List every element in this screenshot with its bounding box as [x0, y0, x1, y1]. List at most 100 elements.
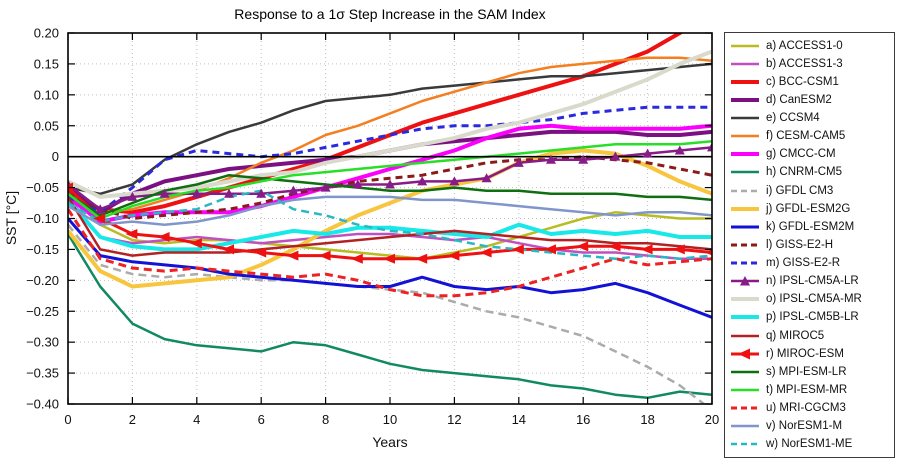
legend-entry-v: v) NorESM1-M: [728, 418, 891, 435]
triangle-up-marker: [288, 185, 299, 195]
triangle-left-marker: [93, 213, 106, 224]
legend-label: p) IPSL-CM5B-LR: [766, 311, 859, 324]
x-tick-label: 18: [640, 412, 654, 427]
axis-frame: [67, 32, 713, 405]
legend-entry-a: a) ACCESS1-0: [728, 37, 891, 54]
x-tick-label: 4: [193, 412, 200, 427]
legend-label: i) GFDL CM3: [766, 184, 834, 197]
legend-entry-g: g) CMCC-CM: [728, 146, 891, 163]
series-line-v: [68, 195, 712, 226]
triangle-left-marker: [672, 244, 685, 255]
legend-swatch-c: [731, 79, 759, 84]
triangle-up-marker: [224, 188, 234, 198]
triangle-up-marker: [256, 188, 267, 198]
x-tick-label: 12: [447, 412, 461, 427]
legend-swatch-f: [731, 134, 759, 138]
x-tick-label: 0: [64, 412, 71, 427]
series-line-h: [68, 233, 712, 400]
triangle-up-icon: [740, 276, 750, 286]
triangle-left-marker: [608, 241, 621, 252]
legend-label: k) GFDL-ESM2M: [766, 220, 855, 233]
triangle-left-marker: [318, 250, 331, 261]
series-line-g: [68, 123, 712, 224]
gridlines: [68, 33, 712, 404]
triangle-up-marker: [417, 176, 428, 186]
series-markers: [68, 142, 712, 264]
series-line-f: [68, 56, 712, 214]
legend-label: e) CCSM4: [766, 112, 820, 124]
y-tick-label: −0.10: [26, 211, 59, 226]
legend-swatch-r: [731, 348, 759, 360]
legend-swatch-b: [731, 62, 759, 65]
triangle-left-marker: [511, 244, 524, 255]
legend-entry-t: t) MPI-ESM-MR: [728, 381, 891, 398]
legend-label: l) GISS-E2-H: [766, 238, 834, 251]
series-line-u: [68, 208, 712, 298]
legend: a) ACCESS1-0 b) ACCESS1-3 c) BCC-CSM1 d) Ca…: [724, 32, 895, 458]
legend-swatch-v: [731, 424, 759, 428]
triangle-left-marker: [157, 232, 170, 243]
series-line-m: [68, 105, 712, 214]
triangle-left-marker: [479, 247, 492, 258]
triangle-up-marker: [481, 173, 492, 183]
legend-swatch-a: [731, 44, 759, 47]
legend-label: j) GFDL-ESM2G: [766, 202, 851, 215]
triangle-left-marker: [415, 253, 428, 264]
triangle-up-marker: [513, 157, 524, 167]
triangle-up-marker: [546, 154, 556, 164]
triangle-left-marker: [350, 253, 363, 264]
series-line-c: [68, 33, 684, 215]
legend-entry-c: c) BCC-CSM1: [728, 73, 891, 90]
legend-swatch-u: [731, 406, 759, 410]
x-tick-label: 10: [383, 412, 397, 427]
legend-label: r) MIROC-ESM: [766, 347, 844, 360]
series-line-p: [68, 198, 712, 252]
legend-entry-e: e) CCSM4: [728, 110, 891, 127]
legend-entry-s: s) MPI-ESM-LR: [728, 363, 891, 380]
tick-labels: 0 2 4 6 8 10 12 14 16 18 20 0.20 0.15 0.10 0.05 0 −0.05 −…: [26, 26, 719, 428]
triangle-left-marker: [189, 238, 202, 249]
y-tick-label: 0.10: [34, 87, 59, 102]
legend-label: n) IPSL-CM5A-LR: [766, 275, 859, 288]
x-tick-label: 6: [258, 412, 265, 427]
triangle-up-marker: [707, 142, 712, 152]
legend-entry-n: n) IPSL-CM5A-LR: [728, 273, 891, 290]
y-tick-label: 0: [52, 149, 59, 164]
y-tick-label: 0.20: [34, 26, 59, 41]
legend-entry-u: u) MRI-CGCM3: [728, 400, 891, 417]
triangle-left-marker: [383, 253, 395, 264]
x-tick-label: 20: [705, 412, 719, 427]
x-tick-label: 8: [322, 412, 329, 427]
triangle-up-marker: [352, 179, 363, 189]
legend-swatch-e: [731, 116, 759, 120]
legend-swatch-s: [731, 370, 759, 373]
legend-label: g) CMCC-CM: [766, 148, 836, 161]
legend-label: w) NorESM1-ME: [766, 438, 853, 451]
legend-swatch-l: [731, 243, 759, 247]
legend-swatch-w: [731, 443, 759, 446]
y-axis-label: SST [°C]: [3, 191, 19, 245]
y-tick-label: 0.05: [34, 118, 59, 133]
triangle-up-marker: [159, 188, 170, 198]
triangle-left-marker: [576, 241, 589, 252]
legend-label: s) MPI-ESM-LR: [766, 365, 847, 378]
triangle-left-marker: [286, 250, 299, 261]
series-line-e: [68, 62, 712, 196]
legend-entry-r: r) MIROC-ESM: [728, 345, 891, 362]
triangle-left-marker: [125, 228, 138, 239]
triangle-up-marker: [385, 179, 395, 189]
triangle-left-icon: [738, 348, 750, 360]
legend-entry-m: m) GISS-E2-R: [728, 255, 891, 272]
triangle-left-marker: [544, 244, 556, 255]
legend-swatch-i: [731, 189, 759, 192]
triangle-up-marker: [191, 188, 202, 198]
x-axis-label: Years: [372, 434, 407, 450]
triangle-up-marker: [127, 191, 138, 201]
series-line-t: [68, 139, 712, 220]
legend-swatch-q: [731, 334, 759, 337]
series-line-q: [68, 196, 712, 257]
y-tick-label: −0.20: [26, 273, 59, 288]
triangle-up-marker: [95, 204, 106, 214]
legend-entry-d: d) CanESM2: [728, 91, 891, 108]
